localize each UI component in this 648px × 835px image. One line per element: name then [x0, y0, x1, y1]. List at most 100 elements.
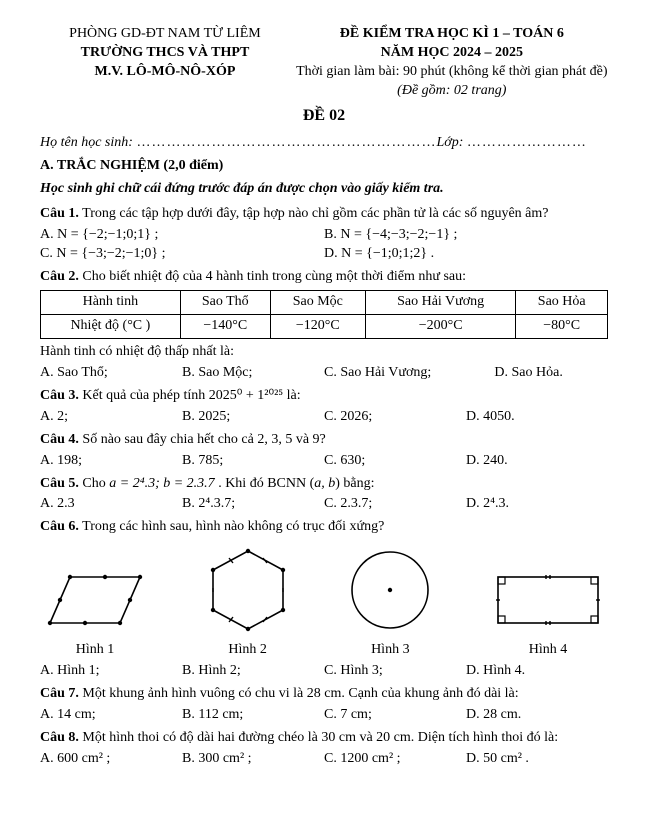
circle-icon: [345, 545, 435, 635]
q4-choice-c: C. 630;: [324, 452, 466, 471]
q1-choice-b: B. N = {−4;−3;−2;−1} ;: [324, 226, 608, 245]
tbl-r5: −80°C: [516, 315, 608, 339]
q7-head: Câu 7.: [40, 686, 79, 701]
q7-choices: A. 14 cm; B. 112 cm; C. 7 cm; D. 28 cm.: [40, 706, 608, 725]
figures-row: Hình 1 Hình 2 Hình 3: [40, 545, 608, 660]
q5-text-pre: Cho: [79, 476, 109, 491]
q8-choices: A. 600 cm² ; B. 300 cm² ; C. 1200 cm² ; …: [40, 750, 608, 769]
q5-choice-a: A. 2.3: [40, 495, 182, 514]
class-dots: ……………………: [467, 135, 587, 150]
q6-choice-a: A. Hình 1;: [40, 662, 182, 681]
q3-text-pre: Kết quả của phép tính: [79, 388, 209, 403]
tbl-h1: Hành tinh: [41, 291, 181, 315]
figure-3-label: Hình 3: [345, 641, 435, 660]
org-line-3: M.V. LÔ-MÔ-NÔ-XÓP: [40, 63, 290, 82]
q7-text: Một khung ảnh hình vuông có chu vi là 28…: [79, 686, 519, 701]
q5-choice-b: B. 2⁴.3.7;: [182, 495, 324, 514]
q4-choice-d: D. 240.: [466, 452, 608, 471]
q8-text: Một hình thoi có độ dài hai đường chéo l…: [79, 730, 558, 745]
tbl-r1: Nhiệt độ (°C ): [41, 315, 181, 339]
q6-choices: A. Hình 1; B. Hình 2; C. Hình 3; D. Hình…: [40, 662, 608, 681]
figure-4-label: Hình 4: [488, 641, 608, 660]
question-3: Câu 3. Kết quả của phép tính 2025⁰ + 1²⁰…: [40, 387, 608, 406]
q1-head: Câu 1.: [40, 206, 79, 221]
org-line-1: PHÒNG GD-ĐT NAM TỪ LIÊM: [40, 25, 290, 44]
q3-choice-a: A. 2;: [40, 408, 182, 427]
tbl-h4: Sao Hải Vương: [365, 291, 516, 315]
rectangle-icon: [488, 565, 608, 635]
q7-choice-d: D. 28 cm.: [466, 706, 608, 725]
q6-choice-d: D. Hình 4.: [466, 662, 608, 681]
q2-choice-a: A. Sao Thổ;: [40, 364, 182, 383]
tbl-h3: Sao Mộc: [270, 291, 365, 315]
q6-choice-c: C. Hình 3;: [324, 662, 466, 681]
tbl-r3: −120°C: [270, 315, 365, 339]
tbl-h2: Sao Thổ: [180, 291, 270, 315]
q7-choice-c: C. 7 cm;: [324, 706, 466, 725]
q2-choice-d: D. Sao Hỏa.: [494, 364, 608, 383]
question-1: Câu 1. Trong các tập hợp dưới đây, tập h…: [40, 205, 608, 224]
q3-choice-d: D. 4050.: [466, 408, 608, 427]
exam-code: ĐỀ 02: [40, 105, 608, 127]
q2-head: Câu 2.: [40, 269, 79, 284]
q2-choices: A. Sao Thổ; B. Sao Mộc; C. Sao Hải Vương…: [40, 364, 608, 383]
title-line-2: NĂM HỌC 2024 – 2025: [296, 44, 608, 63]
q6-head: Câu 6.: [40, 519, 79, 534]
q7-choice-b: B. 112 cm;: [182, 706, 324, 725]
section-a-heading: A. TRẮC NGHIỆM (2,0 điểm): [40, 157, 608, 176]
q8-choice-a: A. 600 cm² ;: [40, 750, 182, 769]
q1-choice-c: C. N = {−3;−2;−1;0} ;: [40, 245, 324, 264]
q3-choice-c: C. 2026;: [324, 408, 466, 427]
q5-choice-d: D. 2⁴.3.: [466, 495, 608, 514]
question-2: Câu 2. Cho biết nhiệt độ của 4 hành tinh…: [40, 268, 608, 287]
figure-1: Hình 1: [40, 565, 150, 660]
question-5: Câu 5. Cho a = 2⁴.3; b = 2.3.7 . Khi đó …: [40, 475, 608, 494]
q4-text: Số nào sau đây chia hết cho cả 2, 3, 5 v…: [79, 432, 326, 447]
question-8: Câu 8. Một hình thoi có độ dài hai đường…: [40, 729, 608, 748]
q2-text: Cho biết nhiệt độ của 4 hành tinh trong …: [79, 269, 466, 284]
q8-choice-c: C. 1200 cm² ;: [324, 750, 466, 769]
q5-choice-c: C. 2.3.7;: [324, 495, 466, 514]
q1-choice-a: A. N = {−2;−1;0;1} ;: [40, 226, 324, 245]
q8-choice-b: B. 300 cm² ;: [182, 750, 324, 769]
q4-head: Câu 4.: [40, 432, 79, 447]
tbl-r4: −200°C: [365, 315, 516, 339]
figure-2: Hình 2: [203, 545, 293, 660]
q3-text-post: là:: [283, 388, 301, 403]
q6-choice-b: B. Hình 2;: [182, 662, 324, 681]
q4-choice-a: A. 198;: [40, 452, 182, 471]
q8-head: Câu 8.: [40, 730, 79, 745]
q1-text: Trong các tập hợp dưới đây, tập hợp nào …: [79, 206, 549, 221]
q3-head: Câu 3.: [40, 388, 79, 403]
title-line-4: (Đề gồm: 02 trang): [296, 82, 608, 101]
q2-choice-c: C. Sao Hải Vương;: [324, 364, 494, 383]
header: PHÒNG GD-ĐT NAM TỪ LIÊM TRƯỜNG THCS VÀ T…: [40, 25, 608, 101]
q4-choice-b: B. 785;: [182, 452, 324, 471]
q1-choice-d: D. N = {−1;0;1;2} .: [324, 245, 608, 264]
tbl-h5: Sao Hỏa: [516, 291, 608, 315]
title-line-1: ĐỀ KIỂM TRA HỌC KÌ 1 – TOÁN 6: [296, 25, 608, 44]
student-dots: ……………………………………………………: [136, 135, 436, 150]
figure-3: Hình 3: [345, 545, 435, 660]
q4-choices: A. 198; B. 785; C. 630; D. 240.: [40, 452, 608, 471]
question-6: Câu 6. Trong các hình sau, hình nào khôn…: [40, 518, 608, 537]
q8-choice-d: D. 50 cm² .: [466, 750, 608, 769]
header-left: PHÒNG GD-ĐT NAM TỪ LIÊM TRƯỜNG THCS VÀ T…: [40, 25, 290, 101]
tbl-r2: −140°C: [180, 315, 270, 339]
instruction: Học sinh ghi chữ cái đứng trước đáp án đ…: [40, 180, 608, 199]
q2-after: Hành tinh có nhiệt độ thấp nhất là:: [40, 343, 608, 362]
question-7: Câu 7. Một khung ảnh hình vuông có chu v…: [40, 685, 608, 704]
hexagon-icon: [203, 545, 293, 635]
figure-2-label: Hình 2: [203, 641, 293, 660]
q3-choices: A. 2; B. 2025; C. 2026; D. 4050.: [40, 408, 608, 427]
student-line: Họ tên học sinh: ……………………………………………………Lớp…: [40, 134, 608, 153]
q5-text-post: ) bằng:: [335, 476, 374, 491]
q5-text-mid: . Khi đó BCNN (: [215, 476, 315, 491]
q5-expr1: a = 2⁴.3; b = 2.3.7: [109, 476, 214, 491]
planet-table: Hành tinh Sao Thổ Sao Mộc Sao Hải Vương …: [40, 290, 608, 339]
title-line-3: Thời gian làm bài: 90 phút (không kể thờ…: [296, 63, 608, 82]
q3-choice-b: B. 2025;: [182, 408, 324, 427]
q2-choice-b: B. Sao Mộc;: [182, 364, 324, 383]
q1-choices: A. N = {−2;−1;0;1} ; B. N = {−4;−3;−2;−1…: [40, 226, 608, 264]
parallelogram-icon: [40, 565, 150, 635]
